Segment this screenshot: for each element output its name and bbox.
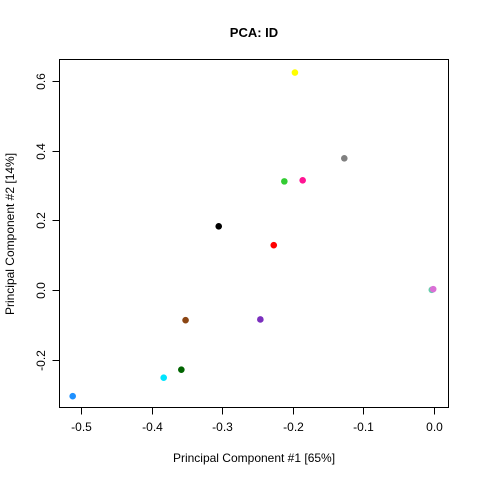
data-point [257,316,264,323]
y-tick-label: 0.6 [34,73,48,90]
data-point [281,178,288,185]
data-point [182,316,189,324]
y-tick-label: 0.2 [34,212,48,229]
y-tick-label: 0.0 [34,282,48,299]
y-tick-label: 0.4 [34,143,48,160]
data-point [69,392,76,400]
data-point [291,69,299,76]
data-point [270,241,278,249]
x-axis-label: Principal Component #1 [65%] [173,451,335,465]
plot-frame [59,59,449,408]
x-tick-label: -0.1 [353,420,374,434]
x-tick-label: 0.0 [426,420,443,434]
y-axis-label: Principal Component #2 [14%] [3,153,17,315]
data-points [69,69,437,400]
x-tick-label: -0.2 [283,420,304,434]
data-point [429,285,437,293]
chart-title: PCA: ID [230,25,278,40]
x-tick-label: -0.4 [142,420,163,434]
data-point [160,374,168,382]
x-tick-label: -0.3 [212,420,233,434]
x-tick-label: -0.5 [71,420,92,434]
y-axis: -0.2 0.0 0.2 0.4 0.6 [34,73,60,371]
y-tick-label: -0.2 [34,350,48,371]
data-point [215,223,223,230]
data-point [340,155,348,162]
x-axis: -0.5 -0.4 -0.3 -0.2 -0.1 0.0 [71,407,443,434]
data-point [299,177,306,184]
data-point [178,366,185,373]
